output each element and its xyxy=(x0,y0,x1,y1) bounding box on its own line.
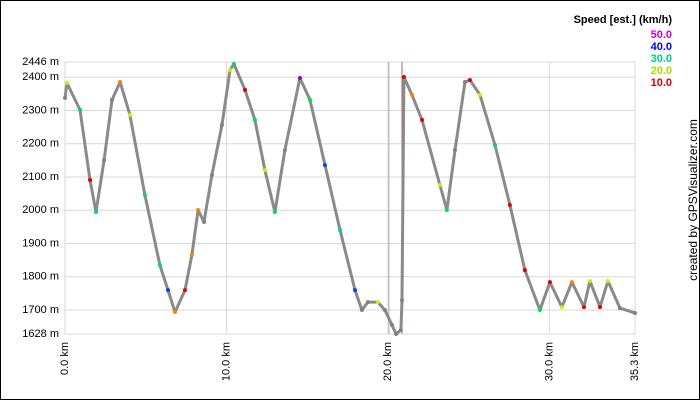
speed-point xyxy=(581,305,586,310)
speed-point xyxy=(202,219,207,224)
speed-point xyxy=(633,311,637,316)
legend-label: 50.0 xyxy=(651,29,672,41)
x-tick-label: 10.0 km xyxy=(220,342,232,381)
speed-point xyxy=(398,328,403,333)
speed-point xyxy=(209,173,214,178)
speed-point xyxy=(537,308,542,313)
speed-point xyxy=(272,209,277,214)
speed-point xyxy=(142,193,147,198)
speed-point xyxy=(228,67,233,72)
x-tick-label: 30.0 km xyxy=(543,342,555,381)
speed-point xyxy=(410,92,415,97)
y-tick-label: 2200 m xyxy=(22,138,59,150)
speed-point xyxy=(166,288,171,293)
speed-point xyxy=(399,298,404,303)
speed-point xyxy=(375,300,380,305)
legend-label: 10.0 xyxy=(651,77,672,89)
legend-label: 40.0 xyxy=(651,41,672,53)
y-tick-label: 1800 m xyxy=(22,271,59,283)
speed-point xyxy=(359,308,364,313)
y-tick-label: 2000 m xyxy=(22,204,59,216)
speed-point xyxy=(127,112,132,117)
speed-point xyxy=(420,117,425,122)
speed-point xyxy=(365,300,370,305)
speed-point xyxy=(522,268,527,273)
speed-point xyxy=(547,280,552,285)
speed-point xyxy=(382,308,387,313)
y-tick-label: 1900 m xyxy=(22,237,59,249)
speed-point xyxy=(444,207,449,212)
speed-point xyxy=(353,288,358,293)
speed-point xyxy=(605,279,610,284)
speed-point xyxy=(219,122,224,127)
speed-point xyxy=(182,288,187,293)
speed-point xyxy=(243,87,248,92)
speed-point xyxy=(401,74,406,79)
speed-point xyxy=(462,79,467,84)
speed-point xyxy=(109,97,114,102)
speed-point xyxy=(394,332,399,336)
legend-label: 30.0 xyxy=(651,53,672,65)
speed-point xyxy=(297,75,302,80)
speed-point xyxy=(337,227,342,232)
speed-point xyxy=(172,310,177,315)
speed-point xyxy=(452,148,457,153)
speed-point xyxy=(94,209,99,214)
speed-point xyxy=(437,183,442,188)
speed-point xyxy=(389,323,394,328)
speed-point xyxy=(252,117,257,122)
y-tick-label: 2446 m xyxy=(22,56,59,68)
legend-label: 20.0 xyxy=(651,65,672,77)
x-tick-label: 35.3 km xyxy=(629,342,641,381)
x-tick-label: 0.0 km xyxy=(59,342,71,375)
speed-point xyxy=(64,80,69,85)
speed-point xyxy=(617,306,622,311)
speed-point xyxy=(587,279,592,284)
speed-point xyxy=(467,77,472,82)
speed-point xyxy=(262,168,267,173)
y-tick-label: 2100 m xyxy=(22,171,59,183)
speed-point xyxy=(63,95,67,100)
speed-point xyxy=(78,107,83,112)
speed-point xyxy=(307,97,312,102)
legend-title: Speed [est.] (km/h) xyxy=(574,14,673,26)
speed-point xyxy=(597,305,602,310)
speed-point xyxy=(189,252,194,257)
speed-point xyxy=(559,305,564,310)
speed-point xyxy=(477,92,482,97)
speed-point xyxy=(88,178,93,183)
credit: created by GPSVisualizer.com xyxy=(686,119,700,281)
speed-point xyxy=(102,158,107,163)
y-tick-label: 1700 m xyxy=(22,304,59,316)
speed-point xyxy=(282,148,287,153)
speed-point xyxy=(196,207,201,212)
speed-point xyxy=(157,263,162,268)
x-tick-label: 20.0 km xyxy=(382,342,394,381)
speed-point xyxy=(493,143,498,148)
plot-area xyxy=(64,61,636,335)
y-tick-label: 2400 m xyxy=(22,71,59,83)
speed-point xyxy=(569,280,574,285)
y-tick-label: 2300 m xyxy=(22,104,59,116)
speed-point xyxy=(231,61,236,66)
y-tick-label: 1628 m xyxy=(22,328,59,340)
speed-point xyxy=(507,202,512,207)
speed-point xyxy=(118,79,123,84)
speed-point xyxy=(322,163,327,168)
